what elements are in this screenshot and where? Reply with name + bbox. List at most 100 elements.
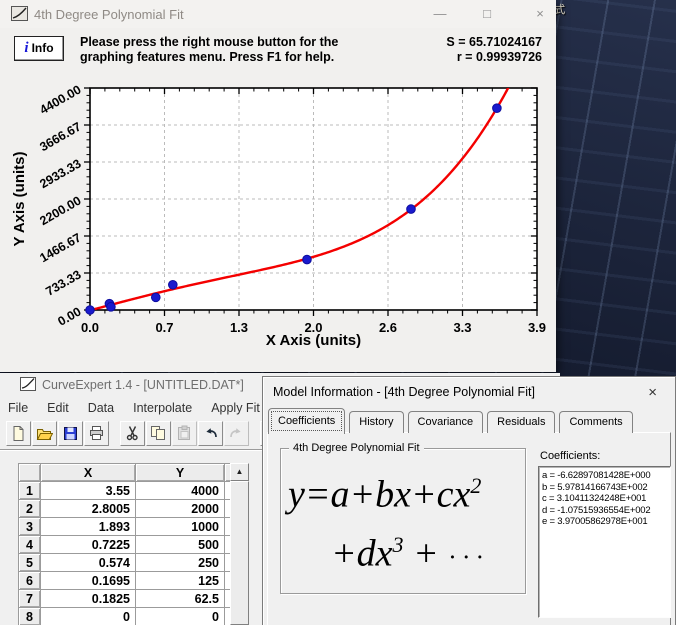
dialog-close-icon[interactable]: × — [648, 384, 657, 401]
equation-line2: +dx — [331, 532, 393, 575]
svg-text:1.3: 1.3 — [230, 320, 248, 335]
instruction-text: Please press the right mouse button for … — [80, 35, 410, 65]
stat-standard-error: S = 65.71024167 — [446, 35, 542, 49]
instruction-line2: graphing features menu. Press F1 for hel… — [80, 50, 335, 64]
cell-x[interactable]: 1.893 — [40, 517, 136, 536]
scroll-up-icon[interactable]: ▲ — [230, 463, 249, 481]
cell-y[interactable]: 1000 — [135, 517, 225, 536]
svg-text:3.3: 3.3 — [453, 320, 471, 335]
table-row: 4 0.7225 500 — [18, 535, 236, 554]
tab-residuals[interactable]: Residuals — [487, 411, 556, 433]
model-group-box: 4th Degree Polynomial Fit y=a+bx+cx2 +dx… — [280, 442, 526, 594]
scrollbar-thumb[interactable] — [230, 481, 249, 625]
copy-button[interactable] — [146, 420, 171, 446]
maximize-button[interactable]: □ — [483, 6, 491, 21]
row-number[interactable]: 1 — [18, 481, 41, 500]
cell-y[interactable]: 500 — [135, 535, 225, 554]
coefficient-entry[interactable]: d = -1.07515936554E+002 — [542, 504, 651, 516]
tab-coefficients[interactable]: Coefficients — [268, 408, 346, 434]
open-icon — [36, 428, 53, 440]
instruction-line1: Please press the right mouse button for … — [80, 35, 339, 49]
cell-y[interactable]: 4000 — [135, 481, 225, 500]
table-scrollbar[interactable]: ▲ — [230, 463, 249, 625]
row-number[interactable]: 7 — [18, 589, 41, 608]
info-button[interactable]: i Info — [14, 36, 64, 61]
cut-button[interactable] — [120, 420, 145, 446]
row-number[interactable]: 4 — [18, 535, 41, 554]
svg-text:2.6: 2.6 — [379, 320, 397, 335]
svg-text:Y Axis (units): Y Axis (units) — [11, 151, 28, 246]
row-number[interactable]: 3 — [18, 517, 41, 536]
svg-text:3666.67: 3666.67 — [37, 119, 83, 154]
menu-item-data[interactable]: Data — [87, 401, 115, 415]
coefficient-entry[interactable]: b = 5.97814166743E+002 — [542, 481, 648, 493]
table-row: 7 0.1825 62.5 — [18, 589, 236, 608]
close-button[interactable]: × — [536, 6, 544, 21]
undo-button[interactable] — [198, 420, 223, 446]
tab-comments[interactable]: Comments — [559, 411, 633, 433]
menu-item-edit[interactable]: Edit — [47, 401, 69, 415]
tab-history[interactable]: History — [349, 411, 404, 433]
table-row: 1 3.55 4000 — [18, 481, 236, 500]
plot-window-icon — [11, 6, 28, 21]
row-number[interactable]: 8 — [18, 607, 41, 625]
cell-y[interactable]: 2000 — [135, 499, 225, 518]
cell-x[interactable]: 0.1695 — [40, 571, 136, 590]
info-icon: i — [24, 40, 29, 56]
cell-y[interactable]: 0 — [135, 607, 225, 625]
paste-icon — [178, 425, 190, 440]
column-header-y[interactable]: Y — [135, 463, 225, 482]
plot-window: 4th Degree Polynomial Fit — □ × i Info Pl… — [0, 0, 556, 372]
save-icon — [64, 426, 77, 440]
svg-text:1466.67: 1466.67 — [37, 230, 83, 265]
cell-x[interactable]: 0.7225 — [40, 535, 136, 554]
fit-plot[interactable]: 0.0 0.7 1.3 2.0 2.6 3.3 3.9 0.00 733.331466.6722… — [0, 0, 556, 372]
column-header-x[interactable]: X — [40, 463, 136, 482]
cell-x[interactable]: 2.8005 — [40, 499, 136, 518]
plot-window-titlebar[interactable]: 4th Degree Polynomial Fit — □ × — [0, 0, 556, 28]
cut-icon — [126, 425, 138, 440]
svg-text:0.00: 0.00 — [55, 304, 83, 328]
equation-exponent-2: 2 — [470, 473, 482, 498]
menu-item-interpolate[interactable]: Interpolate — [133, 401, 193, 415]
row-number[interactable]: 6 — [18, 571, 41, 590]
svg-text:2933.33: 2933.33 — [37, 156, 83, 191]
cell-y[interactable]: 125 — [135, 571, 225, 590]
cell-x[interactable]: 0.1825 — [40, 589, 136, 608]
column-header-blank[interactable] — [18, 463, 41, 482]
coefficients-label: Coefficients: — [540, 450, 601, 462]
cell-x[interactable]: 0.574 — [40, 553, 136, 572]
row-number[interactable]: 2 — [18, 499, 41, 518]
stat-correlation: r = 0.99939726 — [456, 50, 542, 64]
save-button[interactable] — [58, 420, 83, 446]
coefficient-entry[interactable]: c = 3.10411324248E+001 — [542, 493, 647, 505]
svg-text:0.7: 0.7 — [155, 320, 173, 335]
svg-text:3.9: 3.9 — [528, 320, 546, 335]
coefficient-entry[interactable]: e = 3.97005862978E+001 — [542, 516, 648, 528]
plot-window-title: 4th Degree Polynomial Fit — [34, 7, 184, 22]
model-information-dialog: Model Information - [4th Degree Polynomi… — [262, 376, 676, 625]
cell-x[interactable]: 3.55 — [40, 481, 136, 500]
open-button[interactable] — [32, 420, 57, 446]
cell-x[interactable]: 0 — [40, 607, 136, 625]
menu-item-file[interactable]: File — [8, 401, 29, 415]
cell-y[interactable]: 62.5 — [135, 589, 225, 608]
coefficients-list[interactable]: a = -6.62897081428E+000 b = 5.97814166743… — [538, 466, 671, 618]
equation-line1: y=a+bx+cx — [288, 473, 471, 516]
cell-y[interactable]: 250 — [135, 553, 225, 572]
copy-icon — [151, 425, 165, 440]
new-button[interactable] — [6, 420, 31, 446]
print-button[interactable] — [84, 420, 109, 446]
minimize-button[interactable]: — — [433, 6, 447, 21]
print-icon — [90, 425, 103, 440]
tab-covariance[interactable]: Covariance — [407, 411, 484, 433]
menu-item-apply-fit[interactable]: Apply Fit — [211, 401, 260, 415]
svg-text:4400.00: 4400.00 — [37, 82, 83, 117]
svg-text:2200.00: 2200.00 — [37, 193, 83, 228]
model-equation: y=a+bx+cx2 +dx3 + ··· — [281, 449, 525, 582]
redo-icon — [230, 427, 241, 437]
coefficient-entry[interactable]: a = -6.62897081428E+000 — [542, 470, 651, 481]
row-number[interactable]: 5 — [18, 553, 41, 572]
